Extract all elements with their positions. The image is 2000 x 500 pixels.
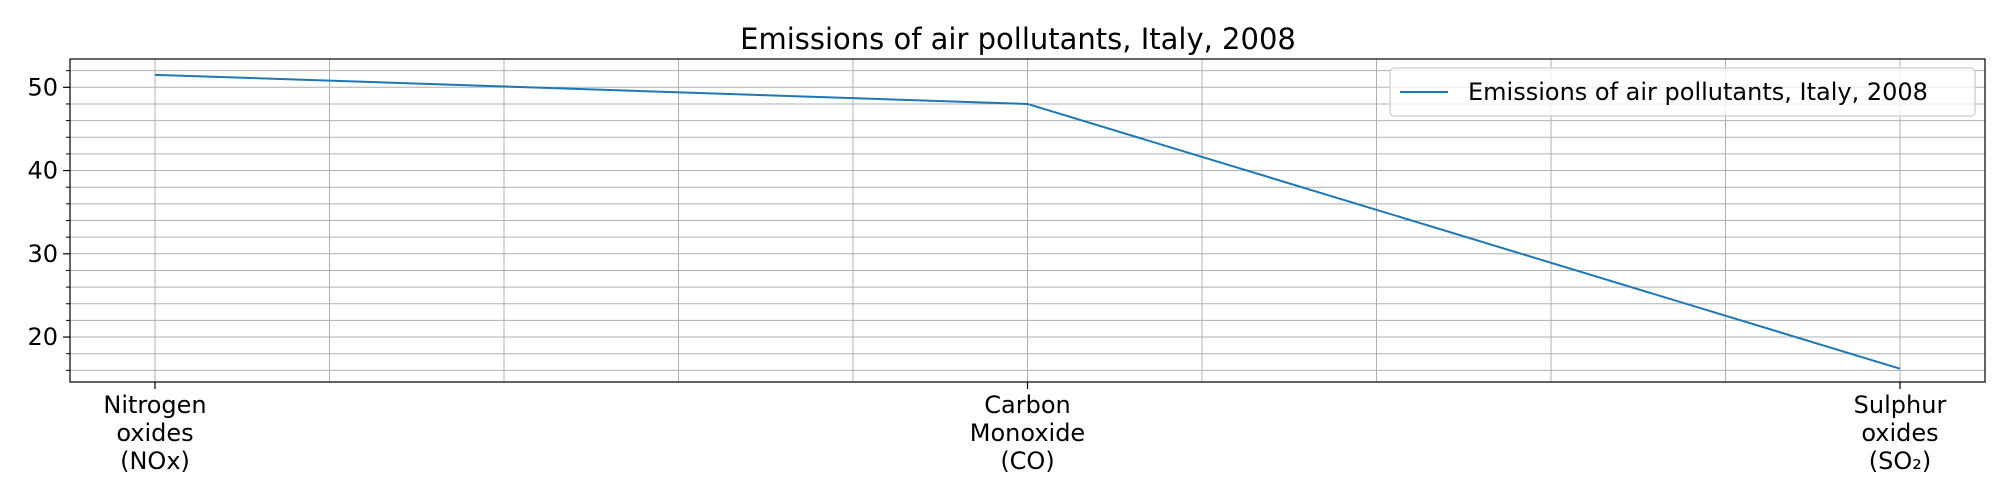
x-tick-label: Nitrogen oxides (NOx) [103, 391, 206, 475]
legend-label: Emissions of air pollutants, Italy, 2008 [1468, 78, 1928, 106]
y-tick-label: 50 [27, 73, 58, 101]
y-tick-label: 40 [27, 157, 58, 185]
y-axis: 20 30 40 50 [27, 70, 70, 371]
x-tick-label: Carbon Monoxide (CO) [970, 391, 1085, 475]
grid-lines [70, 59, 1985, 382]
y-tick-label: 30 [27, 240, 58, 268]
series-layer [154, 73, 1901, 370]
legend-box [1389, 67, 1976, 117]
chart-title: Emissions of air pollutants, Italy, 2008 [740, 22, 1296, 56]
legend: Emissions of air pollutants, Italy, 2008 [1389, 67, 1976, 117]
y-tick-label: 20 [27, 323, 58, 351]
x-axis: Nitrogen oxides (NOx) Carbon Monoxide (CO) Sul… [103, 382, 1946, 475]
x-tick-label: Sulphur oxides (SO₂) [1854, 391, 1947, 475]
